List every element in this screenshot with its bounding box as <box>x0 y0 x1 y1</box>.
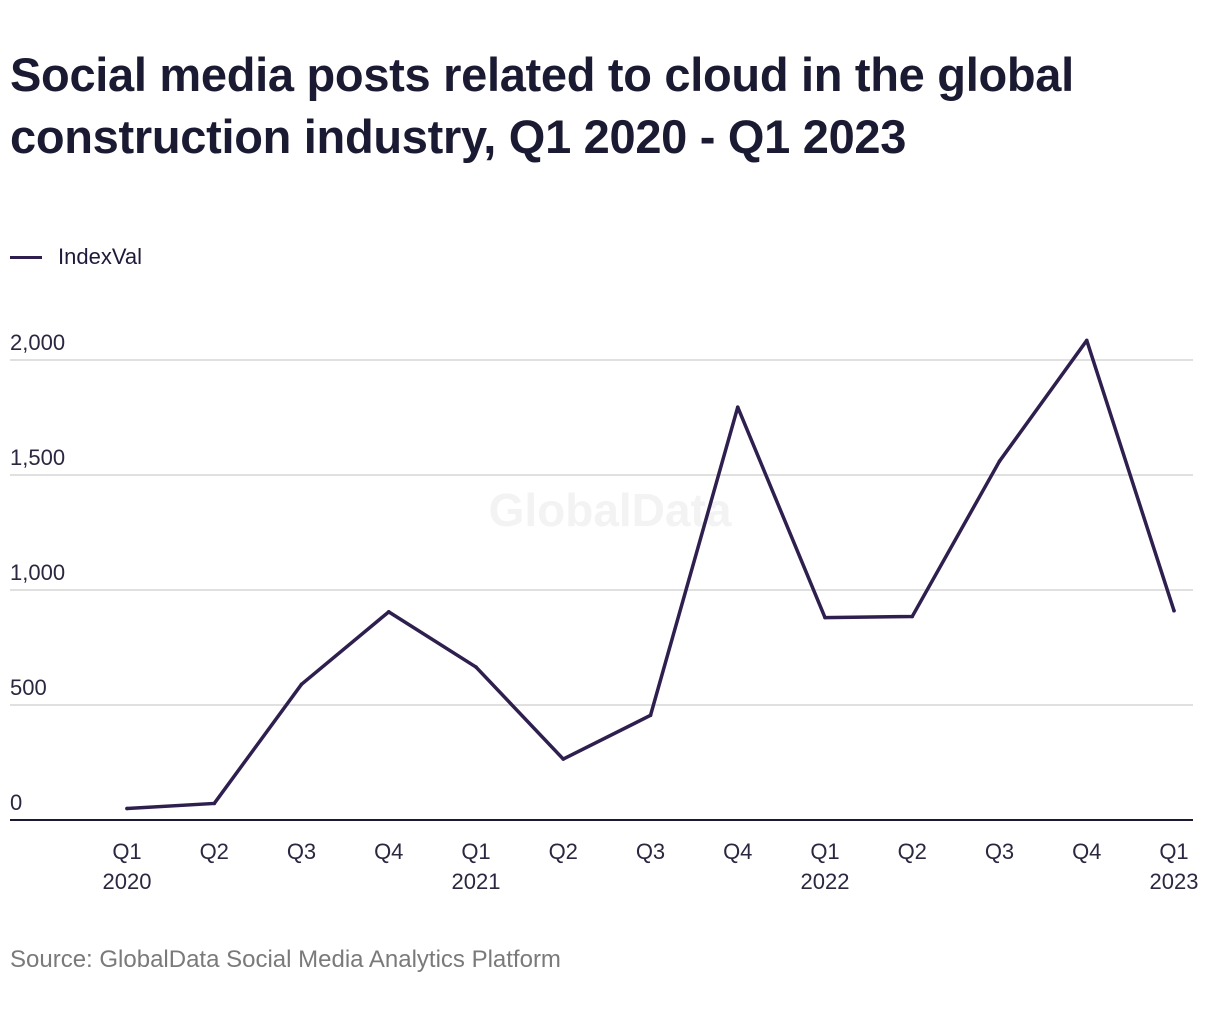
data-point <box>299 682 304 687</box>
data-point <box>561 757 566 761</box>
x-tick-label: Q3 <box>287 839 316 864</box>
chart-title: Social media posts related to cloud in t… <box>10 48 1074 163</box>
y-tick-label: 1,000 <box>10 560 65 585</box>
gridlines <box>10 359 1193 821</box>
data-point <box>474 665 478 669</box>
x-tick-label: Q1 <box>810 839 839 864</box>
y-tick-label: 2,000 <box>10 330 65 355</box>
legend-swatch <box>10 255 42 259</box>
series-lines <box>125 338 1176 811</box>
x-tick-label: Q2 <box>549 839 578 864</box>
y-axis-ticks: 0 500 1,000 1,500 2,000 <box>10 330 65 815</box>
data-point <box>910 614 915 619</box>
x-tick-label: Q3 <box>636 839 665 864</box>
x-tick-year-label: 2023 <box>1150 869 1199 894</box>
y-tick-label: 1,500 <box>10 445 65 470</box>
x-tick-year-label: 2020 <box>103 869 152 894</box>
y-tick-label: 0 <box>10 790 22 815</box>
data-point <box>212 801 217 806</box>
x-tick-label: Q1 <box>1159 839 1188 864</box>
x-tick-label: Q1 <box>112 839 141 864</box>
x-tick-label: Q4 <box>374 839 403 864</box>
x-axis-ticks: Q1 2020 Q2 Q3 Q4 Q1 2021 Q2 Q3 Q4 Q1 2022 Q2 Q3 Q4 Q1 20… <box>103 839 1199 894</box>
data-point <box>648 713 653 718</box>
legend: IndexVal <box>10 243 142 271</box>
x-tick-label: Q2 <box>200 839 229 864</box>
data-point <box>823 615 827 620</box>
watermark: GlobalData <box>489 484 732 536</box>
series-line <box>125 338 1176 811</box>
x-tick-label: Q1 <box>461 839 490 864</box>
x-tick-year-label: 2022 <box>801 869 850 894</box>
x-tick-year-label: 2021 <box>452 869 501 894</box>
source-note: Source: GlobalData Social Media Analytic… <box>10 946 561 973</box>
data-point <box>1172 608 1176 613</box>
data-point <box>1084 338 1089 343</box>
x-tick-label: Q4 <box>723 839 752 864</box>
data-point <box>997 459 1002 464</box>
x-tick-label: Q4 <box>1072 839 1101 864</box>
x-tick-label: Q2 <box>898 839 927 864</box>
legend-label: IndexVal <box>58 244 142 269</box>
data-point <box>125 806 129 811</box>
data-point <box>386 610 391 614</box>
data-point <box>735 405 740 409</box>
x-tick-label: Q3 <box>985 839 1014 864</box>
y-tick-label: 500 <box>10 675 47 700</box>
